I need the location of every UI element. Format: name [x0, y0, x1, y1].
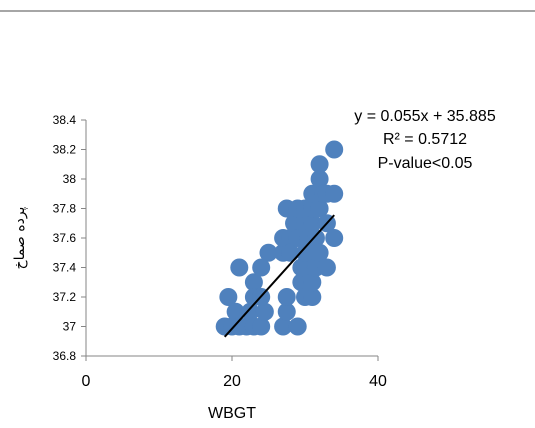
y-axis-label: پرده صماخ [12, 206, 28, 269]
data-point [310, 243, 329, 262]
data-point [226, 302, 245, 321]
data-point [219, 288, 238, 306]
y-tick-label: 37.2 [53, 290, 77, 304]
y-tick-label: 37.4 [53, 261, 77, 275]
data-point [303, 273, 322, 292]
data-point [241, 302, 260, 321]
x-tick-label: 20 [223, 373, 241, 390]
y-tick-label: 38.2 [53, 143, 77, 157]
data-point [255, 302, 274, 321]
point-layer [215, 140, 344, 336]
equation-label: y = 0.055x + 35.885 [354, 108, 496, 125]
r-squared-label: R² = 0.5712 [382, 131, 468, 148]
data-point [230, 258, 249, 277]
y-tick-label: 37.6 [53, 231, 77, 245]
data-point [277, 302, 296, 321]
data-point [277, 288, 296, 306]
top-divider [0, 10, 535, 12]
data-point [244, 273, 263, 292]
p-value-label: P-value<0.05 [377, 155, 473, 172]
y-tick-label: 38 [63, 172, 77, 186]
data-point [306, 229, 325, 247]
data-point [252, 317, 271, 336]
data-point [252, 258, 271, 277]
data-point [288, 317, 307, 336]
x-axis-label: WBGT [208, 405, 256, 422]
data-point [303, 288, 322, 306]
data-point [310, 199, 329, 218]
y-tick-label: 36.8 [53, 349, 77, 363]
x-tick-label: 0 [82, 373, 91, 390]
data-point [274, 317, 293, 336]
data-point [317, 258, 336, 277]
y-tick-label: 37.8 [53, 202, 77, 216]
data-point [310, 170, 329, 188]
data-point [325, 229, 344, 247]
data-point [325, 184, 344, 203]
x-tick-label: 40 [369, 373, 387, 390]
y-tick-label: 38.4 [53, 113, 77, 127]
data-point [325, 140, 344, 159]
data-point [310, 155, 329, 174]
y-tick-label: 37 [63, 320, 77, 334]
data-point [303, 214, 322, 233]
trendline [223, 214, 335, 338]
data-point [259, 243, 278, 262]
tick-layer: 36.8 37 37.2 37.4 37.6 37.8 38 38.2 38.4 0 20 40 [53, 113, 387, 390]
data-point [281, 243, 300, 262]
